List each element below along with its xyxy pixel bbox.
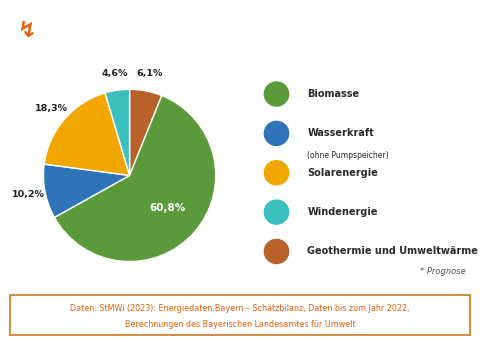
Text: Windenergie: Windenergie — [307, 207, 378, 217]
Circle shape — [264, 82, 288, 106]
Text: 4,6%: 4,6% — [102, 69, 128, 78]
Text: 6,1%: 6,1% — [136, 69, 162, 79]
Text: Berechnungen des Bayerischen Landesamtes für Umwelt: Berechnungen des Bayerischen Landesamtes… — [125, 320, 355, 329]
Wedge shape — [44, 164, 130, 217]
Text: Geothermie und Umweltwärme: Geothermie und Umweltwärme — [307, 246, 478, 257]
Wedge shape — [44, 93, 130, 176]
Text: Daten: StMWi (2023): Energiedaten.Bayern – Schätzbilanz, Daten bis zum Jahr 2022: Daten: StMWi (2023): Energiedaten.Bayern… — [70, 304, 410, 313]
Text: 18,3%: 18,3% — [35, 104, 68, 113]
Text: am Endenergieverbrauch in Bayern 2022*: am Endenergieverbrauch in Bayern 2022* — [108, 42, 420, 55]
Text: Solarenergie: Solarenergie — [307, 168, 378, 178]
Text: 60,8%: 60,8% — [149, 203, 185, 214]
Text: ↯: ↯ — [17, 21, 36, 41]
Text: Wasserkraft: Wasserkraft — [307, 128, 374, 138]
Wedge shape — [105, 89, 130, 176]
Wedge shape — [54, 96, 216, 261]
Text: (ohne Pumpspeicher): (ohne Pumpspeicher) — [307, 151, 389, 160]
Circle shape — [264, 239, 288, 263]
Circle shape — [264, 161, 288, 185]
Text: 10,2%: 10,2% — [12, 190, 45, 199]
Circle shape — [0, 6, 218, 58]
FancyBboxPatch shape — [10, 295, 470, 335]
Text: * Prognose: * Prognose — [420, 267, 466, 276]
Circle shape — [264, 200, 288, 224]
Wedge shape — [130, 89, 162, 176]
Text: Struktur des Anteils erneuerbaren Energien: Struktur des Anteils erneuerbaren Energi… — [99, 16, 429, 29]
Circle shape — [264, 121, 288, 145]
Text: Biomasse: Biomasse — [307, 89, 360, 99]
